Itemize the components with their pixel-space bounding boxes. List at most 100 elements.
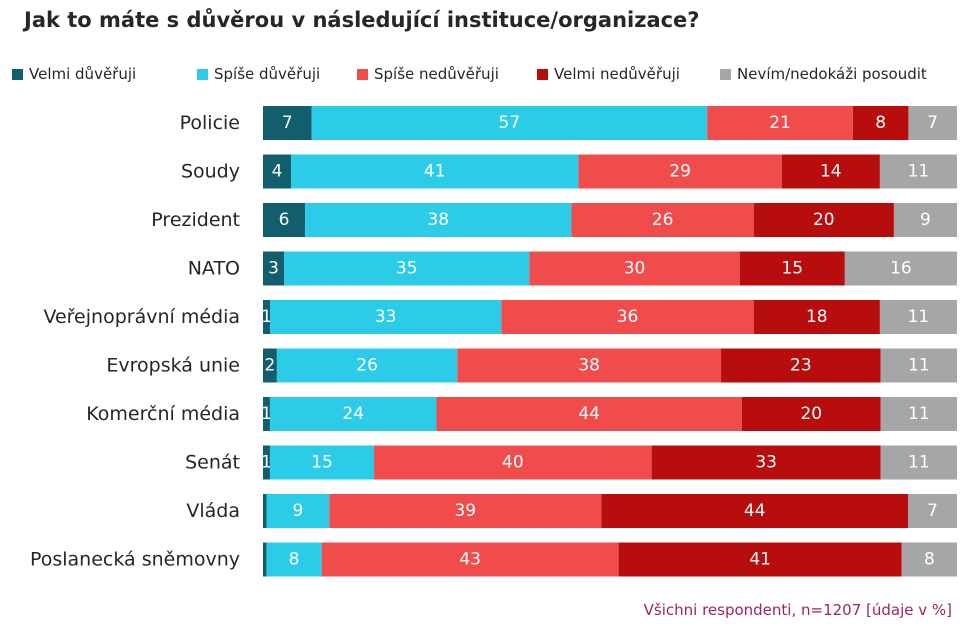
data-label: 8 xyxy=(289,550,300,570)
data-label: 41 xyxy=(749,550,771,570)
data-label: 15 xyxy=(781,259,803,279)
data-label: 11 xyxy=(908,404,930,424)
bar-segment-velmi-duveruji xyxy=(263,203,306,237)
bar-segment-velmi-neduveruji xyxy=(753,203,894,237)
category-label: Evropská unie xyxy=(106,355,240,377)
bar-segment-spise-neduveruji xyxy=(374,445,652,480)
bar-segment-velmi-neduveruji xyxy=(781,154,880,189)
bar-segment-nevim-nedokazi-posoudit xyxy=(844,251,957,286)
bar-segment-spise-neduveruji xyxy=(578,154,782,189)
bar-segment-nevim-nedokazi-posoudit xyxy=(880,348,957,383)
category-label: NATO xyxy=(188,258,240,280)
bar-segment-velmi-duveruji xyxy=(263,445,270,480)
bar-segment-spise-neduveruji xyxy=(329,494,602,528)
data-label: 23 xyxy=(790,356,812,376)
chart-footnote: Všichni respondenti, n=1207 [údaje v %] xyxy=(643,601,952,619)
bar-segment-nevim-nedokazi-posoudit xyxy=(880,445,957,480)
bar-segment-velmi-neduveruji xyxy=(721,348,881,383)
bar-segment-spise-neduveruji xyxy=(436,397,742,431)
category-label: Vláda xyxy=(186,500,240,522)
bar-segment-nevim-nedokazi-posoudit xyxy=(880,397,957,431)
data-label: 8 xyxy=(875,113,886,133)
bar-segment-nevim-nedokazi-posoudit xyxy=(879,300,957,334)
data-label: 1 xyxy=(261,404,272,424)
bar-segment-spise-duveruji xyxy=(284,251,530,286)
bar-segment-spise-duveruji xyxy=(266,494,330,528)
bar-segment-velmi-duveruji xyxy=(263,542,267,577)
data-label: 7 xyxy=(927,501,938,521)
data-label: 26 xyxy=(652,210,674,230)
data-label: 7 xyxy=(927,113,938,133)
bar-segment-nevim-nedokazi-posoudit xyxy=(879,154,957,189)
category-label: Poslanecká sněmovny xyxy=(30,549,240,571)
data-label: 3 xyxy=(268,259,279,279)
data-label: 14 xyxy=(820,162,842,182)
bar-segment-nevim-nedokazi-posoudit xyxy=(908,494,957,528)
data-label: 11 xyxy=(908,162,930,182)
data-label: 44 xyxy=(744,501,766,521)
legend-swatch xyxy=(12,68,23,80)
chart-title: Jak to máte s důvěrou v následující inst… xyxy=(24,8,700,32)
data-label: 11 xyxy=(908,453,930,473)
bar-segment-spise-duveruji xyxy=(269,445,375,480)
legend-item-spise-duveruji: Spíše důvěřuji xyxy=(197,64,320,84)
data-label: 2 xyxy=(265,356,276,376)
data-label: 18 xyxy=(806,307,828,327)
data-label: 8 xyxy=(924,550,935,570)
chart-legend: Velmi důvěřuji Spíše důvěřuji Spíše nedůvě… xyxy=(12,64,972,84)
data-label: 40 xyxy=(502,453,524,473)
bar-segment-spise-duveruji xyxy=(305,203,572,237)
data-label: 6 xyxy=(279,210,290,230)
data-label: 33 xyxy=(755,453,777,473)
bar-segment-spise-duveruji xyxy=(270,300,502,334)
legend-item-spise-neduveruji: Spíše nedůvěřuji xyxy=(357,64,499,84)
category-label: Policie xyxy=(180,112,240,134)
legend-item-nevim-nedokazi-posoudit: Nevím/nedokáži posoudit xyxy=(720,64,927,84)
bar-segment-nevim-nedokazi-posoudit xyxy=(908,106,957,140)
legend-label: Velmi nedůvěřuji xyxy=(554,65,680,83)
data-label: 41 xyxy=(424,162,446,182)
bar-segment-spise-duveruji xyxy=(276,348,458,383)
bar-segment-velmi-neduveruji xyxy=(753,300,880,334)
data-label: 1 xyxy=(261,453,272,473)
bar-segment-nevim-nedokazi-posoudit xyxy=(893,203,957,237)
data-label: 44 xyxy=(578,404,600,424)
bar-segment-spise-duveruji xyxy=(266,542,322,577)
legend-label: Nevím/nedokáži posoudit xyxy=(737,65,927,83)
bar-segment-spise-neduveruji xyxy=(571,203,754,237)
data-label: 29 xyxy=(669,162,691,182)
bar-segment-velmi-duveruji xyxy=(263,300,271,334)
bar-segment-velmi-duveruji xyxy=(263,348,277,383)
bar-segment-nevim-nedokazi-posoudit xyxy=(901,542,957,577)
data-label: 21 xyxy=(769,113,791,133)
data-label: 43 xyxy=(459,550,481,570)
bar-segment-velmi-duveruji xyxy=(263,154,292,189)
legend-label: Spíše důvěřuji xyxy=(214,65,321,83)
legend-swatch xyxy=(197,68,208,80)
data-label: 38 xyxy=(427,210,449,230)
data-label: 9 xyxy=(920,210,931,230)
data-label: 24 xyxy=(342,404,364,424)
bar-segment-velmi-neduveruji xyxy=(852,106,909,140)
bar-segment-spise-neduveruji xyxy=(321,542,619,577)
bar-segment-velmi-neduveruji xyxy=(601,494,909,528)
data-label: 16 xyxy=(890,259,912,279)
data-label: 26 xyxy=(356,356,378,376)
legend-swatch xyxy=(537,68,548,80)
data-label: 39 xyxy=(454,501,476,521)
data-label: 36 xyxy=(617,307,639,327)
data-label: 20 xyxy=(813,210,835,230)
data-label: 15 xyxy=(311,453,333,473)
data-label: 30 xyxy=(624,259,646,279)
bar-segment-spise-neduveruji xyxy=(501,300,754,334)
legend-swatch xyxy=(357,68,368,80)
data-label: 57 xyxy=(499,113,521,133)
bar-segment-spise-duveruji xyxy=(311,106,708,140)
bar-segment-velmi-duveruji xyxy=(263,494,267,528)
data-label: 33 xyxy=(375,307,397,327)
bar-segment-velmi-neduveruji xyxy=(741,397,881,431)
category-label: Soudy xyxy=(181,161,240,183)
legend-label: Velmi důvěřuji xyxy=(29,65,137,83)
legend-item-velmi-neduveruji: Velmi nedůvěřuji xyxy=(537,64,680,84)
